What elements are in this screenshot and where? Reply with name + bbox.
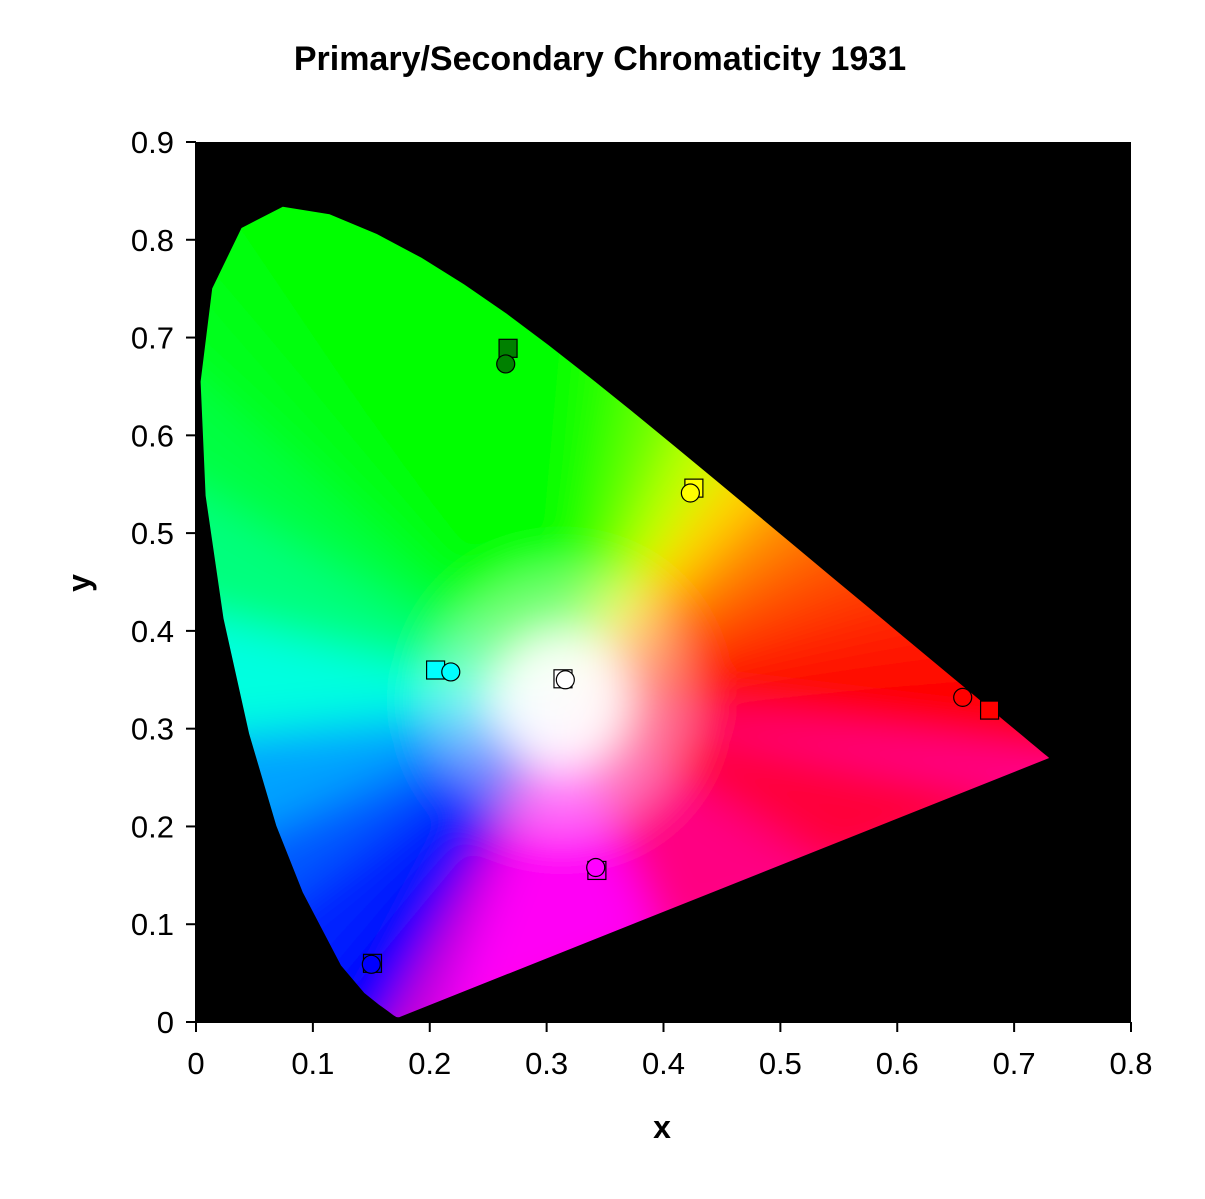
data-markers	[361, 338, 1000, 974]
spectral-locus-gamut	[200, 206, 1050, 1018]
y-tick-label: 0.8	[131, 223, 174, 258]
y-tick-label: 0.6	[131, 418, 174, 453]
y-tick-label: 0.9	[131, 125, 174, 160]
chart-title: Primary/Secondary Chromaticity 1931	[294, 40, 906, 78]
y-tick-label: 0	[157, 1005, 174, 1040]
x-tick-label: 0.8	[1109, 1046, 1152, 1081]
x-tick-label: 0.4	[642, 1046, 685, 1081]
square-marker	[979, 700, 1000, 720]
y-axis: 0 0.1 0.2 0.3 0.4 0.5 0.6 0.7 0.8 0.9	[131, 125, 197, 1040]
x-tick-label: 0.5	[759, 1046, 802, 1081]
x-tick-label: 0	[187, 1046, 204, 1081]
x-tick-label: 0.3	[525, 1046, 568, 1081]
circle-marker	[441, 662, 461, 682]
x-axis: 0 0.1 0.2 0.3 0.4 0.5 0.6 0.7 0.8	[187, 1021, 1153, 1081]
circle-marker	[586, 857, 606, 878]
y-tick-label: 0.5	[131, 516, 174, 551]
circle-marker	[680, 483, 700, 503]
circle-marker	[555, 670, 575, 690]
circle-marker	[953, 687, 973, 707]
y-tick-label: 0.1	[131, 907, 174, 942]
x-tick-label: 0.2	[408, 1046, 451, 1081]
y-tick-label: 0.7	[131, 321, 174, 356]
circle-marker	[361, 954, 381, 974]
y-tick-label: 0.2	[131, 809, 174, 844]
x-tick-label: 0.6	[876, 1046, 919, 1081]
x-tick-label: 0.7	[993, 1046, 1036, 1081]
y-tick-label: 0.3	[131, 712, 174, 747]
y-tick-label: 0.4	[131, 614, 174, 649]
circle-marker	[496, 354, 516, 374]
y-axis-label: y	[61, 574, 97, 592]
x-axis-label: x	[653, 1109, 671, 1145]
x-tick-label: 0.1	[291, 1046, 334, 1081]
square-marker	[498, 338, 518, 358]
